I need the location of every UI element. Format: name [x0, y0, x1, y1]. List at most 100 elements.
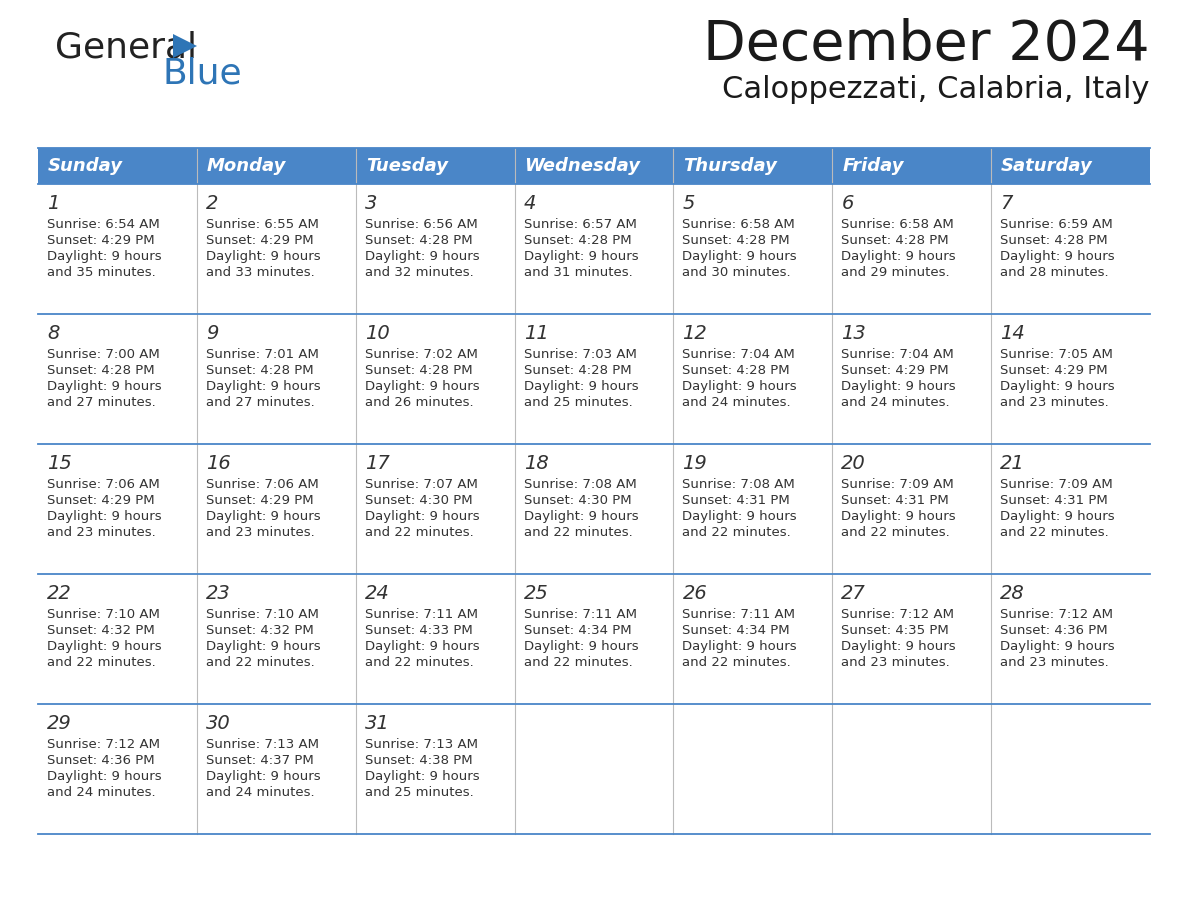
Text: 27: 27 [841, 584, 866, 603]
Text: 30: 30 [206, 714, 230, 733]
Text: Sunset: 4:28 PM: Sunset: 4:28 PM [365, 364, 473, 377]
Text: Daylight: 9 hours: Daylight: 9 hours [48, 640, 162, 653]
Text: and 23 minutes.: and 23 minutes. [1000, 396, 1108, 409]
Text: and 22 minutes.: and 22 minutes. [365, 526, 474, 539]
Text: Saturday: Saturday [1001, 157, 1093, 175]
Text: Daylight: 9 hours: Daylight: 9 hours [48, 510, 162, 523]
Bar [38, 704, 1150, 834]
Text: Daylight: 9 hours: Daylight: 9 hours [682, 510, 797, 523]
Text: Sunset: 4:28 PM: Sunset: 4:28 PM [524, 364, 631, 377]
Text: Sunset: 4:28 PM: Sunset: 4:28 PM [365, 234, 473, 247]
Text: Sunrise: 7:03 AM: Sunrise: 7:03 AM [524, 348, 637, 361]
Text: Sunset: 4:32 PM: Sunset: 4:32 PM [206, 624, 314, 637]
Text: Daylight: 9 hours: Daylight: 9 hours [682, 380, 797, 393]
Text: and 30 minutes.: and 30 minutes. [682, 266, 791, 279]
Text: Sunrise: 7:08 AM: Sunrise: 7:08 AM [524, 478, 637, 491]
Text: and 31 minutes.: and 31 minutes. [524, 266, 632, 279]
Text: Sunrise: 7:10 AM: Sunrise: 7:10 AM [206, 608, 318, 621]
Text: Daylight: 9 hours: Daylight: 9 hours [841, 380, 956, 393]
Text: 26: 26 [682, 584, 707, 603]
Text: Sunset: 4:32 PM: Sunset: 4:32 PM [48, 624, 154, 637]
Text: Sunrise: 7:12 AM: Sunrise: 7:12 AM [48, 738, 160, 751]
Text: Sunrise: 6:55 AM: Sunrise: 6:55 AM [206, 218, 318, 231]
Text: and 22 minutes.: and 22 minutes. [841, 526, 950, 539]
Text: and 22 minutes.: and 22 minutes. [1000, 526, 1108, 539]
Text: Sunset: 4:29 PM: Sunset: 4:29 PM [1000, 364, 1107, 377]
Text: Sunset: 4:28 PM: Sunset: 4:28 PM [841, 234, 949, 247]
Text: 17: 17 [365, 454, 390, 473]
Text: and 27 minutes.: and 27 minutes. [206, 396, 315, 409]
Text: Daylight: 9 hours: Daylight: 9 hours [365, 380, 479, 393]
Text: and 22 minutes.: and 22 minutes. [682, 656, 791, 669]
Text: Sunrise: 7:02 AM: Sunrise: 7:02 AM [365, 348, 478, 361]
Text: Daylight: 9 hours: Daylight: 9 hours [524, 640, 638, 653]
Text: Sunrise: 7:10 AM: Sunrise: 7:10 AM [48, 608, 160, 621]
Text: 1: 1 [48, 194, 59, 213]
Text: Sunset: 4:28 PM: Sunset: 4:28 PM [1000, 234, 1107, 247]
Text: 22: 22 [48, 584, 71, 603]
Text: 7: 7 [1000, 194, 1012, 213]
Text: 8: 8 [48, 324, 59, 343]
Text: Sunday: Sunday [48, 157, 124, 175]
Text: 20: 20 [841, 454, 866, 473]
Text: Thursday: Thursday [683, 157, 777, 175]
Text: Sunset: 4:28 PM: Sunset: 4:28 PM [48, 364, 154, 377]
Text: and 22 minutes.: and 22 minutes. [524, 656, 632, 669]
Text: 14: 14 [1000, 324, 1025, 343]
Text: Daylight: 9 hours: Daylight: 9 hours [48, 770, 162, 783]
Bar [38, 444, 1150, 574]
Text: and 25 minutes.: and 25 minutes. [365, 786, 474, 799]
Text: Tuesday: Tuesday [366, 157, 448, 175]
Text: Sunset: 4:34 PM: Sunset: 4:34 PM [524, 624, 631, 637]
Text: Sunset: 4:38 PM: Sunset: 4:38 PM [365, 754, 473, 767]
Text: 21: 21 [1000, 454, 1025, 473]
Text: Sunrise: 7:11 AM: Sunrise: 7:11 AM [682, 608, 796, 621]
Text: and 22 minutes.: and 22 minutes. [682, 526, 791, 539]
Text: Sunrise: 7:12 AM: Sunrise: 7:12 AM [841, 608, 954, 621]
Text: Sunset: 4:28 PM: Sunset: 4:28 PM [206, 364, 314, 377]
Text: Daylight: 9 hours: Daylight: 9 hours [1000, 640, 1114, 653]
Text: and 26 minutes.: and 26 minutes. [365, 396, 473, 409]
Text: Sunset: 4:29 PM: Sunset: 4:29 PM [841, 364, 949, 377]
Text: 6: 6 [841, 194, 854, 213]
Bar [38, 314, 1150, 444]
Text: Daylight: 9 hours: Daylight: 9 hours [206, 640, 321, 653]
Text: Sunrise: 7:05 AM: Sunrise: 7:05 AM [1000, 348, 1113, 361]
Text: 4: 4 [524, 194, 536, 213]
Bar [38, 574, 1150, 704]
Text: Sunrise: 6:58 AM: Sunrise: 6:58 AM [841, 218, 954, 231]
Text: Sunrise: 7:04 AM: Sunrise: 7:04 AM [841, 348, 954, 361]
Text: 16: 16 [206, 454, 230, 473]
Text: Sunset: 4:29 PM: Sunset: 4:29 PM [206, 234, 314, 247]
Text: Sunrise: 7:08 AM: Sunrise: 7:08 AM [682, 478, 795, 491]
Text: Sunrise: 6:56 AM: Sunrise: 6:56 AM [365, 218, 478, 231]
Text: and 24 minutes.: and 24 minutes. [682, 396, 791, 409]
Text: and 27 minutes.: and 27 minutes. [48, 396, 156, 409]
Text: and 25 minutes.: and 25 minutes. [524, 396, 632, 409]
Text: 12: 12 [682, 324, 707, 343]
Text: Friday: Friday [842, 157, 904, 175]
Text: 31: 31 [365, 714, 390, 733]
Text: and 22 minutes.: and 22 minutes. [206, 656, 315, 669]
Text: Wednesday: Wednesday [525, 157, 640, 175]
Text: and 23 minutes.: and 23 minutes. [841, 656, 950, 669]
Text: Daylight: 9 hours: Daylight: 9 hours [48, 250, 162, 263]
Text: Sunset: 4:37 PM: Sunset: 4:37 PM [206, 754, 314, 767]
Text: and 24 minutes.: and 24 minutes. [841, 396, 950, 409]
Text: 25: 25 [524, 584, 549, 603]
Text: Sunset: 4:31 PM: Sunset: 4:31 PM [841, 494, 949, 507]
Text: and 22 minutes.: and 22 minutes. [365, 656, 474, 669]
Text: Sunrise: 7:06 AM: Sunrise: 7:06 AM [48, 478, 159, 491]
Text: December 2024: December 2024 [703, 18, 1150, 72]
Text: Daylight: 9 hours: Daylight: 9 hours [1000, 250, 1114, 263]
Text: Blue: Blue [163, 56, 242, 90]
Text: Daylight: 9 hours: Daylight: 9 hours [524, 250, 638, 263]
Text: Sunrise: 7:13 AM: Sunrise: 7:13 AM [365, 738, 478, 751]
Text: Sunset: 4:31 PM: Sunset: 4:31 PM [1000, 494, 1108, 507]
Text: and 29 minutes.: and 29 minutes. [841, 266, 950, 279]
Text: 2: 2 [206, 194, 219, 213]
Text: 19: 19 [682, 454, 707, 473]
Text: and 24 minutes.: and 24 minutes. [48, 786, 156, 799]
Text: and 22 minutes.: and 22 minutes. [524, 526, 632, 539]
Text: Sunset: 4:29 PM: Sunset: 4:29 PM [48, 494, 154, 507]
